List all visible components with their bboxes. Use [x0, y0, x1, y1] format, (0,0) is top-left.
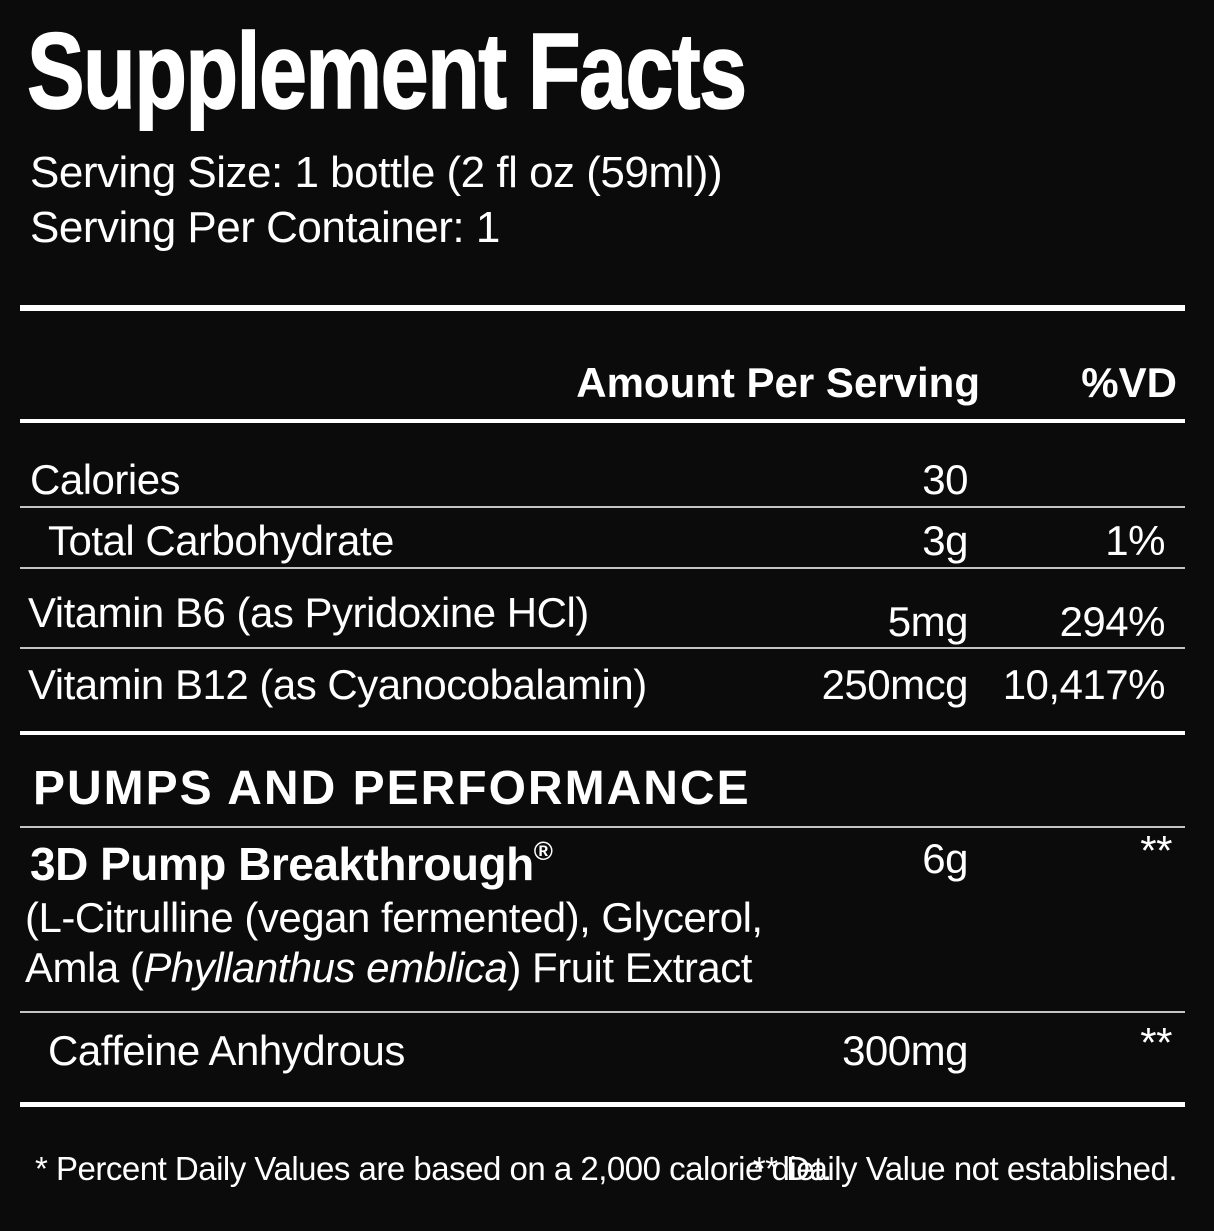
nutrient-dv-vitamin-b12: 10,417%	[1002, 661, 1166, 708]
rule-bottom-thick	[20, 1102, 1185, 1107]
section-header-pumps-and-performance: PUMPS AND PERFORMANCE	[33, 762, 751, 815]
nutrient-name-vitamin-b6: Vitamin B6 (as Pyridoxine HCl)	[28, 589, 589, 636]
ingredients-line2-prefix: Amla (	[25, 944, 144, 991]
blend-dv-asterisks: **	[1140, 827, 1172, 874]
nutrient-dv-vitamin-b6: 294%	[1059, 598, 1166, 645]
nutrient-amount-vitamin-b6: 5mg	[887, 598, 969, 645]
rule-row-1	[20, 506, 1185, 508]
nutrient-amount-total-carbohydrate: 3g	[922, 517, 968, 564]
nutrient-name-caffeine-anhydrous: Caffeine Anhydrous	[48, 1027, 405, 1074]
footnote-daily-value-not-established: ** Daily Value not established.	[752, 1150, 1178, 1187]
serving-size-line: Serving Size: 1 bottle (2 fl oz (59ml))	[30, 148, 723, 197]
blend-name-3d-pump-breakthrough: 3D Pump Breakthrough®	[30, 838, 553, 887]
nutrient-dv-caffeine-asterisks: **	[1140, 1019, 1172, 1066]
rule-section-under	[20, 826, 1185, 828]
rule-under-header	[20, 419, 1185, 423]
footnote-percent-daily-values: * Percent Daily Values are based on a 2,…	[35, 1150, 832, 1187]
nutrient-name-calories: Calories	[30, 456, 181, 503]
blend-amount: 6g	[922, 835, 968, 882]
servings-per-container-line: Serving Per Container: 1	[30, 203, 500, 252]
nutrient-name-total-carbohydrate: Total Carbohydrate	[48, 517, 394, 564]
nutrient-amount-calories: 30	[922, 456, 968, 503]
nutrient-amount-caffeine: 300mg	[842, 1027, 968, 1074]
rule-row-3	[20, 647, 1185, 649]
percent-dv-header: %VD	[1081, 359, 1177, 406]
blend-ingredients-line2: Amla (Phyllanthus emblica) Fruit Extract	[25, 947, 752, 989]
ingredients-line2-latin-name: Phyllanthus emblica	[143, 944, 508, 991]
rule-row-caffeine	[20, 1011, 1185, 1013]
rule-top-thick	[20, 305, 1185, 311]
nutrient-name-vitamin-b12: Vitamin B12 (as Cyanocobalamin)	[28, 661, 647, 708]
blend-ingredients-line1: (L-Citrulline (vegan fermented), Glycero…	[25, 894, 763, 941]
rule-section-thick	[20, 731, 1185, 735]
nutrient-amount-vitamin-b12: 250mcg	[821, 661, 969, 708]
panel-title: Supplement Facts	[26, 10, 747, 131]
nutrient-dv-total-carbohydrate: 1%	[1105, 517, 1165, 564]
rule-row-2	[20, 567, 1185, 569]
blend-name-text: 3D Pump Breakthrough	[30, 838, 534, 890]
amount-per-serving-header: Amount Per Serving	[576, 359, 980, 406]
ingredients-line2-suffix: ) Fruit Extract	[507, 944, 752, 991]
registered-trademark-symbol: ®	[533, 836, 553, 866]
